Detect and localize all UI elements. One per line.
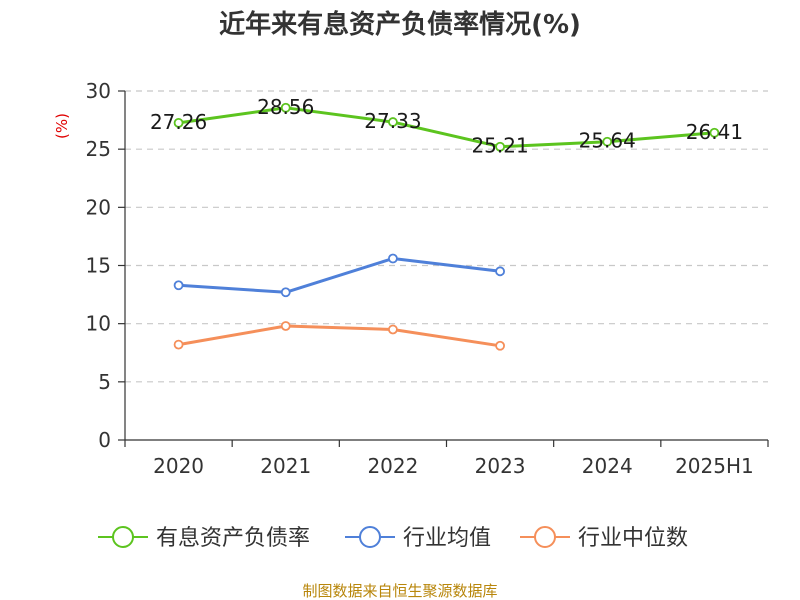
data-point: [602, 136, 613, 147]
data-point: [280, 287, 291, 298]
data-point: [173, 280, 184, 291]
data-point: [495, 141, 505, 152]
legend-swatch-marker: [534, 526, 556, 548]
data-point: [709, 127, 720, 138]
data-label: 27.33: [364, 109, 421, 133]
data-point: [173, 339, 184, 350]
legend-label: 行业均值: [403, 526, 491, 551]
data-label: 26.41: [686, 120, 743, 144]
x-tick-label: 2021: [260, 454, 311, 478]
legend-label: 有息资产负债率: [156, 526, 310, 551]
y-tick-label: 20: [86, 195, 111, 219]
series-line: [178, 106, 715, 149]
data-point: [280, 102, 291, 113]
x-tick-label: 2022: [367, 454, 418, 478]
data-point: [388, 253, 398, 264]
x-tick-label: 2020: [153, 454, 204, 478]
data-label: 25.21: [471, 134, 528, 158]
data-point: [495, 266, 505, 277]
x-tick-label: 2025H1: [675, 454, 754, 478]
legend-label: 行业中位数: [578, 526, 688, 551]
y-tick-label: 30: [86, 79, 111, 103]
data-point: [388, 324, 398, 335]
data-point: [495, 340, 505, 351]
legend: 有息资产负债率 行业均值 行业中位数: [98, 526, 688, 551]
y-tick-label: 5: [98, 370, 111, 394]
x-tick-label: 2023: [475, 454, 526, 478]
data-point: [173, 117, 184, 128]
source-note: 制图数据来自恒生聚源数据库: [302, 582, 497, 600]
y-axis-label: (%): [53, 113, 71, 139]
y-tick-label: 15: [86, 254, 111, 278]
data-label: 28.56: [257, 95, 314, 119]
series-line: [178, 257, 501, 294]
legend-swatch-marker: [112, 526, 134, 548]
y-tick-label: 0: [98, 428, 111, 452]
series-group: 27.26 28.56 27.33 25.21 25.64 26.41: [150, 95, 743, 351]
data-label: 27.26: [150, 110, 207, 134]
data-point: [280, 321, 291, 331]
legend-swatch-marker: [359, 526, 381, 548]
series-line: [178, 324, 501, 348]
axes: 0 5 10 15 20 25 30 2020 2021 2022 2023 2024 2025H1: [86, 79, 769, 478]
x-tick-label: 2024: [582, 454, 633, 478]
y-tick-label: 25: [86, 137, 111, 161]
chart-title: 近年来有息资产负债率情况(%): [219, 9, 581, 40]
data-point: [388, 117, 398, 127]
y-tick-label: 10: [86, 312, 111, 336]
data-label: 25.64: [579, 129, 636, 153]
